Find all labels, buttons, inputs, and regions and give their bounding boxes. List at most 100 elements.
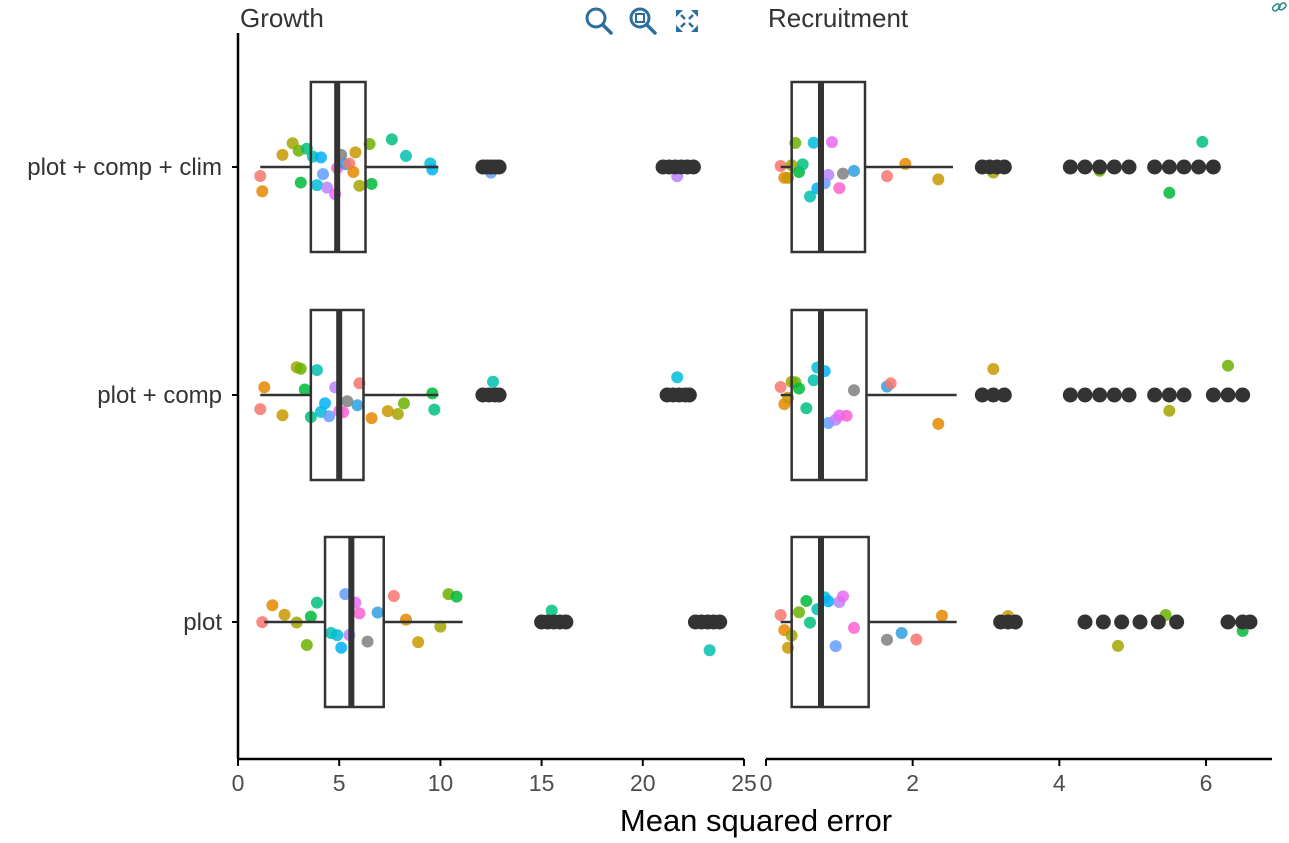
outlier-point: [1220, 614, 1236, 630]
jitter-point: [800, 402, 813, 415]
box-group: [256, 535, 728, 709]
jitter-point: [319, 397, 332, 410]
jitter-point: [310, 596, 323, 609]
x-tick-label: 20: [630, 770, 656, 796]
outlier-point: [1147, 387, 1163, 403]
jitter-point: [1196, 135, 1209, 148]
jitter-point: [254, 169, 267, 182]
jitter-point: [936, 609, 948, 622]
jitter-point: [353, 607, 366, 620]
facets-layer: Growth 0 5 10 15 20 25 Recruitment 0 2 4 6: [232, 3, 1272, 796]
outlier-point: [491, 159, 507, 175]
jitter-point: [310, 179, 323, 192]
jitter-point: [881, 633, 893, 646]
jitter-point: [1163, 186, 1176, 199]
jitter-point: [256, 185, 269, 198]
x-tick-label: 25: [731, 770, 757, 796]
jitter-point: [796, 158, 809, 171]
x-tick-label: 6: [1200, 770, 1213, 796]
magnifier-icon[interactable]: [584, 6, 614, 36]
x-tick-label: 4: [1053, 770, 1066, 796]
outlier-point: [996, 159, 1012, 175]
jitter-point: [323, 410, 336, 423]
jitter-point: [314, 151, 327, 164]
x-tick-label: 0: [232, 770, 245, 796]
facet-panel-growth: Growth 0 5 10 15 20 25: [232, 3, 757, 796]
jitter-point: [399, 613, 412, 626]
outlier-point: [1147, 159, 1163, 175]
jitter-point: [450, 590, 463, 603]
box-group: [774, 308, 1251, 482]
facet-panel-recruitment: Recruitment 0 2 4 6: [760, 3, 1272, 796]
outlier-point: [1092, 159, 1108, 175]
x-tick-label: 0: [760, 770, 773, 796]
box-iqr: [323, 535, 385, 709]
expand-icon[interactable]: [672, 6, 702, 36]
jitter-point: [434, 620, 447, 633]
jitter-point: [254, 403, 267, 416]
zoom-box-icon[interactable]: [628, 6, 658, 36]
jitter-point: [837, 590, 849, 603]
jitter-point: [353, 179, 366, 192]
jitter-point: [349, 146, 362, 159]
box-iqr: [790, 80, 867, 254]
outlier-point: [685, 159, 701, 175]
box-group: [774, 535, 1258, 709]
jitter-point: [351, 399, 364, 412]
outlier-point: [558, 614, 574, 630]
jitter-point: [829, 640, 842, 653]
jitter-point: [987, 362, 1000, 375]
jitter-point: [381, 405, 394, 418]
jitter-point: [932, 173, 945, 186]
outlier-point: [1242, 614, 1258, 630]
outlier-point: [1114, 614, 1130, 630]
jitter-point: [1163, 404, 1176, 417]
jitter-point: [331, 629, 344, 642]
outlier-point: [681, 387, 697, 403]
jitter-point: [276, 409, 289, 422]
jitter-point: [487, 375, 500, 388]
jitter-point: [895, 626, 908, 639]
jitter-point: [807, 374, 820, 387]
outlier-point: [1176, 387, 1192, 403]
outlier-point: [996, 387, 1012, 403]
outlier-point: [1092, 387, 1108, 403]
y-axis: plot + comp + clim plot + comp plot: [27, 33, 240, 759]
jitter-point: [932, 417, 945, 430]
outlier-point: [1220, 387, 1236, 403]
jitter-point: [298, 383, 311, 396]
outlier-point: [1161, 159, 1177, 175]
outlier-point: [491, 387, 507, 403]
outlier-point: [1077, 387, 1093, 403]
jitter-point: [826, 136, 838, 149]
outlier-point: [712, 614, 728, 630]
x-axis-title: Mean squared error: [620, 803, 892, 838]
jitter-point: [256, 616, 269, 629]
jitter-point: [258, 381, 271, 394]
jitter-point: [703, 644, 716, 657]
jitter-point: [365, 412, 378, 425]
jitter-point: [304, 610, 317, 623]
outlier-point: [1176, 159, 1192, 175]
outlier-point: [1121, 387, 1137, 403]
jitter-point: [1222, 359, 1234, 372]
plot-toolbar: [584, 6, 702, 36]
link-icon[interactable]: [1270, 0, 1288, 14]
jitter-point: [881, 170, 893, 183]
outlier-point: [1169, 614, 1185, 630]
jitter-point: [365, 177, 378, 190]
y-tick-label: plot + comp + clim: [27, 154, 222, 181]
jitter-point: [321, 181, 334, 194]
outlier-point: [1095, 614, 1111, 630]
outlier-point: [1161, 387, 1177, 403]
x-tick-label: 2: [906, 770, 919, 796]
facet-title: Recruitment: [768, 3, 909, 33]
jitter-point: [671, 371, 684, 384]
outlier-point: [1205, 387, 1221, 403]
outlier-point: [1106, 387, 1122, 403]
outlier-point: [1191, 159, 1207, 175]
jitter-point: [300, 639, 313, 652]
jitter-point: [399, 149, 412, 162]
outlier-point: [1150, 614, 1166, 630]
jitter-point: [804, 616, 816, 629]
